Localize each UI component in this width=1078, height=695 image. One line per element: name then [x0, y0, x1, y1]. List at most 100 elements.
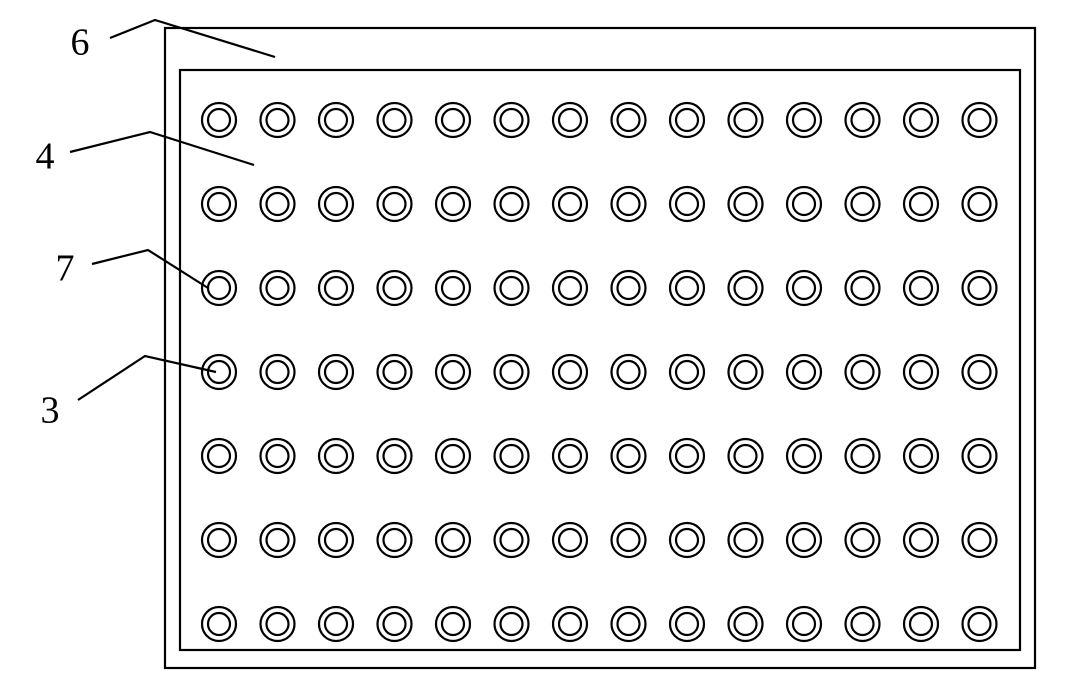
inner-panel: [180, 70, 1020, 650]
peg-inner: [910, 193, 932, 215]
peg-inner: [676, 277, 698, 299]
peg-inner: [501, 361, 523, 383]
peg-inner: [969, 613, 991, 635]
peg-inner: [501, 109, 523, 131]
peg-inner: [793, 445, 815, 467]
peg-inner: [852, 529, 874, 551]
peg-inner: [501, 529, 523, 551]
peg-inner: [910, 277, 932, 299]
label-7: 7: [56, 248, 75, 290]
peg-inner: [559, 109, 581, 131]
peg-inner: [442, 277, 464, 299]
peg-inner: [618, 529, 640, 551]
peg-inner: [969, 529, 991, 551]
peg-inner: [735, 277, 757, 299]
peg-inner: [676, 529, 698, 551]
peg-inner: [384, 109, 406, 131]
peg-inner: [910, 361, 932, 383]
diagram-canvas: 3467: [0, 0, 1078, 695]
peg-inner: [325, 613, 347, 635]
peg-inner: [852, 361, 874, 383]
peg-inner: [559, 613, 581, 635]
peg-inner: [384, 277, 406, 299]
peg-inner: [267, 445, 289, 467]
peg-inner: [325, 193, 347, 215]
peg-inner: [208, 529, 230, 551]
peg-inner: [676, 361, 698, 383]
peg-inner: [208, 109, 230, 131]
peg-inner: [852, 277, 874, 299]
peg-inner: [501, 193, 523, 215]
peg-inner: [793, 529, 815, 551]
peg-inner: [325, 109, 347, 131]
peg-inner: [384, 361, 406, 383]
peg-inner: [559, 529, 581, 551]
peg-inner: [793, 613, 815, 635]
peg-inner: [793, 193, 815, 215]
peg-inner: [735, 529, 757, 551]
leader-7: [92, 250, 208, 288]
leader-6: [110, 20, 275, 57]
leader-4: [70, 132, 254, 165]
peg-inner: [208, 613, 230, 635]
peg-inner: [325, 277, 347, 299]
peg-inner: [384, 193, 406, 215]
peg-inner: [793, 277, 815, 299]
peg-inner: [910, 529, 932, 551]
peg-inner: [852, 613, 874, 635]
label-6: 6: [71, 22, 90, 64]
peg-inner: [267, 277, 289, 299]
peg-inner: [676, 445, 698, 467]
peg-inner: [442, 109, 464, 131]
peg-inner: [501, 613, 523, 635]
peg-inner: [910, 445, 932, 467]
peg-inner: [267, 193, 289, 215]
peg-inner: [735, 109, 757, 131]
peg-inner: [208, 445, 230, 467]
peg-inner: [208, 193, 230, 215]
peg-inner: [969, 193, 991, 215]
peg-inner: [559, 445, 581, 467]
peg-inner: [208, 277, 230, 299]
peg-inner: [852, 445, 874, 467]
peg-inner: [559, 361, 581, 383]
peg-inner: [910, 613, 932, 635]
peg-inner: [676, 613, 698, 635]
peg-inner: [618, 193, 640, 215]
peg-inner: [735, 193, 757, 215]
peg-inner: [618, 109, 640, 131]
peg-inner: [442, 613, 464, 635]
peg-inner: [267, 109, 289, 131]
peg-inner: [676, 193, 698, 215]
peg-inner: [384, 613, 406, 635]
peg-inner: [969, 445, 991, 467]
peg-inner: [559, 193, 581, 215]
leader-3: [78, 356, 216, 400]
peg-inner: [267, 529, 289, 551]
peg-inner: [618, 445, 640, 467]
peg-inner: [325, 445, 347, 467]
circle-grid: [202, 103, 997, 641]
peg-inner: [618, 277, 640, 299]
peg-inner: [267, 613, 289, 635]
peg-inner: [325, 529, 347, 551]
peg-inner: [969, 277, 991, 299]
peg-inner: [793, 361, 815, 383]
peg-inner: [735, 361, 757, 383]
peg-inner: [793, 109, 815, 131]
peg-inner: [618, 361, 640, 383]
peg-inner: [267, 361, 289, 383]
peg-inner: [735, 613, 757, 635]
peg-inner: [618, 613, 640, 635]
peg-inner: [559, 277, 581, 299]
peg-inner: [442, 445, 464, 467]
peg-inner: [735, 445, 757, 467]
peg-inner: [969, 109, 991, 131]
peg-inner: [442, 361, 464, 383]
peg-inner: [442, 529, 464, 551]
peg-inner: [501, 277, 523, 299]
peg-inner: [442, 193, 464, 215]
peg-inner: [325, 361, 347, 383]
peg-inner: [384, 445, 406, 467]
peg-inner: [969, 361, 991, 383]
